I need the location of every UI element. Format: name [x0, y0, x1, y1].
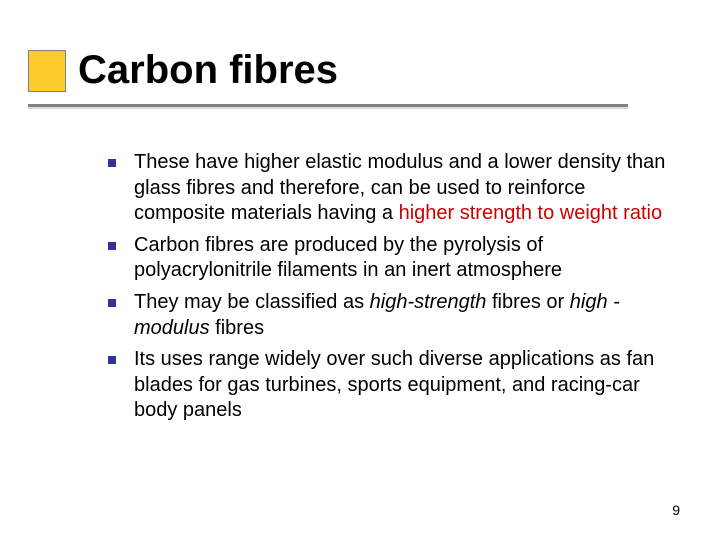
text-run: Carbon fibres are produced by the pyroly…	[134, 234, 562, 282]
list-item: These have higher elastic modulus and a …	[108, 150, 678, 227]
text-run: fibres or	[486, 291, 569, 313]
slide: Carbon fibres These have higher elastic …	[0, 0, 720, 540]
title-block: Carbon fibres	[28, 48, 338, 93]
content-area: These have higher elastic modulus and a …	[108, 150, 678, 430]
text-run: They may be classified as	[134, 291, 370, 313]
bullet-text: Carbon fibres are produced by the pyroly…	[134, 233, 678, 284]
list-item: Carbon fibres are produced by the pyroly…	[108, 233, 678, 284]
bullet-icon	[108, 299, 116, 307]
list-item: Its uses range widely over such diverse …	[108, 347, 678, 424]
bullet-icon	[108, 242, 116, 250]
text-run-highlight: higher strength to weight ratio	[399, 202, 663, 224]
bullet-icon	[108, 356, 116, 364]
bullet-text: They may be classified as high‑strength …	[134, 290, 678, 341]
title-underline	[28, 104, 628, 107]
text-run: fibres	[215, 317, 264, 339]
page-number: 9	[672, 502, 680, 518]
accent-box-icon	[28, 50, 66, 92]
bullet-icon	[108, 159, 116, 167]
bullet-text: These have higher elastic modulus and a …	[134, 150, 678, 227]
text-run-italic: high‑strength	[370, 291, 487, 313]
list-item: They may be classified as high‑strength …	[108, 290, 678, 341]
slide-title: Carbon fibres	[78, 48, 338, 93]
text-run: Its uses range widely over such diverse …	[134, 348, 654, 421]
bullet-text: Its uses range widely over such diverse …	[134, 347, 678, 424]
